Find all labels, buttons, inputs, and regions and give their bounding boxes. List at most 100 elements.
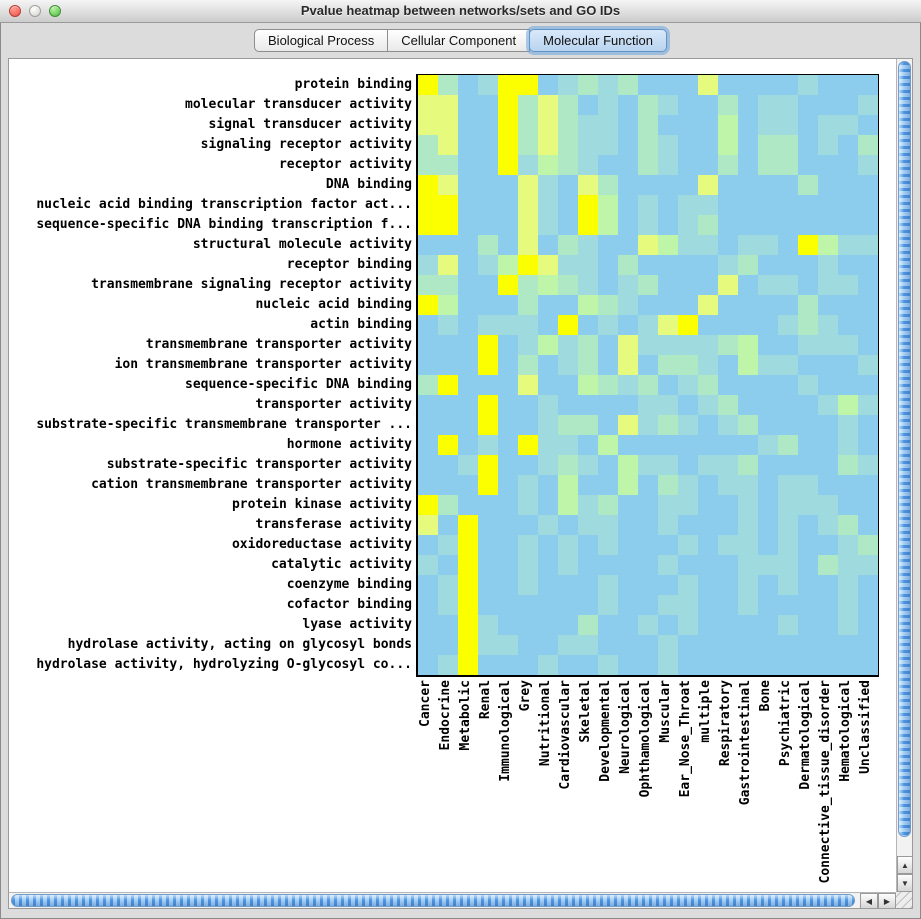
heatmap-cell <box>418 635 438 655</box>
heatmap-cell <box>558 295 578 315</box>
heatmap-cell <box>498 175 518 195</box>
heatmap-cell <box>618 195 638 215</box>
heatmap-cell <box>838 195 858 215</box>
tab-molecular-function[interactable]: Molecular Function <box>529 28 667 52</box>
heatmap-cell <box>598 275 618 295</box>
horizontal-scrollbar[interactable]: ◀ ▶ <box>9 892 896 909</box>
heatmap-cell <box>558 215 578 235</box>
heatmap-cell <box>538 195 558 215</box>
column-label: Cardiovascular <box>558 680 573 790</box>
heatmap-cell <box>638 615 658 635</box>
heatmap-cell <box>578 595 598 615</box>
heatmap-cell <box>738 255 758 275</box>
heatmap-cell <box>458 295 478 315</box>
heatmap-cell <box>498 235 518 255</box>
heatmap-cell <box>738 215 758 235</box>
heatmap-cell <box>478 115 498 135</box>
heatmap-cell <box>458 375 478 395</box>
heatmap-cell <box>798 475 818 495</box>
heatmap-cell <box>798 435 818 455</box>
column-label: Muscular <box>658 680 673 743</box>
heatmap-cell <box>458 495 478 515</box>
heatmap-cell <box>438 275 458 295</box>
row-label: substrate-specific transporter activity <box>106 457 412 472</box>
heatmap-cell <box>458 415 478 435</box>
heatmap-cell <box>518 415 538 435</box>
right-arrow-icon: ▶ <box>883 896 891 906</box>
heatmap-cell <box>458 335 478 355</box>
heatmap-cell <box>578 275 598 295</box>
heatmap-cell <box>598 375 618 395</box>
scroll-down-button[interactable]: ▼ <box>897 874 913 892</box>
heatmap-cell <box>418 275 438 295</box>
heatmap-cell <box>458 615 478 635</box>
heatmap-cell <box>598 435 618 455</box>
heatmap-cell <box>598 535 618 555</box>
tab-biological-process[interactable]: Biological Process <box>254 28 389 52</box>
heatmap-cell <box>638 355 658 375</box>
heatmap-cell <box>798 495 818 515</box>
heatmap-cell <box>678 435 698 455</box>
heatmap-cell <box>758 255 778 275</box>
heatmap-cell <box>838 615 858 635</box>
scroll-up-button[interactable]: ▲ <box>897 856 913 874</box>
heatmap-cell <box>818 115 838 135</box>
heatmap-cell <box>578 355 598 375</box>
heatmap-cell <box>658 375 678 395</box>
vertical-scrollbar[interactable]: ▲ ▼ <box>896 59 913 892</box>
column-label: Dermatological <box>798 680 813 790</box>
close-button[interactable] <box>9 5 21 17</box>
heatmap-cell <box>658 355 678 375</box>
heatmap-cell <box>478 375 498 395</box>
heatmap-cell <box>818 175 838 195</box>
heatmap-cell <box>478 255 498 275</box>
heatmap-cell <box>858 175 878 195</box>
heatmap-cell <box>618 295 638 315</box>
heatmap-cell <box>718 535 738 555</box>
heatmap-cell <box>638 215 658 235</box>
heatmap-cell <box>438 555 458 575</box>
heatmap-cell <box>758 635 778 655</box>
heatmap-cell <box>478 395 498 415</box>
heatmap-cell <box>698 235 718 255</box>
horizontal-scrollbar-thumb[interactable] <box>11 894 855 907</box>
heatmap-cell <box>498 115 518 135</box>
heatmap-cell <box>678 535 698 555</box>
heatmap-cell <box>578 235 598 255</box>
heatmap-cell <box>478 195 498 215</box>
heatmap-cell <box>678 335 698 355</box>
heatmap-cell <box>698 655 718 675</box>
heatmap-cell <box>658 315 678 335</box>
heatmap-cell <box>458 655 478 675</box>
minimize-button[interactable] <box>29 5 41 17</box>
heatmap-cell <box>538 335 558 355</box>
heatmap-cell <box>418 255 438 275</box>
heatmap-cell <box>598 475 618 495</box>
heatmap-cell <box>418 295 438 315</box>
heatmap-cell <box>458 255 478 275</box>
heatmap-cell <box>418 615 438 635</box>
heatmap-cell <box>438 535 458 555</box>
heatmap-cell <box>638 415 658 435</box>
heatmap-cell <box>498 255 518 275</box>
heatmap-cell <box>798 575 818 595</box>
heatmap-cell <box>758 135 778 155</box>
vertical-scrollbar-thumb[interactable] <box>898 61 911 837</box>
row-label: hydrolase activity, acting on glycosyl b… <box>67 637 412 652</box>
scroll-left-button[interactable]: ◀ <box>860 893 878 909</box>
heatmap-cell <box>738 495 758 515</box>
heatmap-cell <box>838 255 858 275</box>
heatmap-cell <box>538 395 558 415</box>
heatmap-cell <box>658 135 678 155</box>
heatmap-cell <box>598 415 618 435</box>
heatmap-cell <box>518 335 538 355</box>
heatmap-cell <box>438 295 458 315</box>
heatmap-cell <box>618 215 638 235</box>
heatmap-cell <box>658 155 678 175</box>
scroll-right-button[interactable]: ▶ <box>878 893 896 909</box>
resize-grip[interactable] <box>896 892 912 908</box>
heatmap-cell <box>738 595 758 615</box>
heatmap-cell <box>678 195 698 215</box>
tab-cellular-component[interactable]: Cellular Component <box>387 28 531 52</box>
zoom-button[interactable] <box>49 5 61 17</box>
